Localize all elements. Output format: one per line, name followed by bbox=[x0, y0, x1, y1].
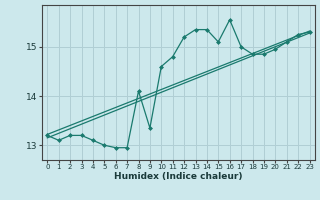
X-axis label: Humidex (Indice chaleur): Humidex (Indice chaleur) bbox=[114, 172, 243, 181]
